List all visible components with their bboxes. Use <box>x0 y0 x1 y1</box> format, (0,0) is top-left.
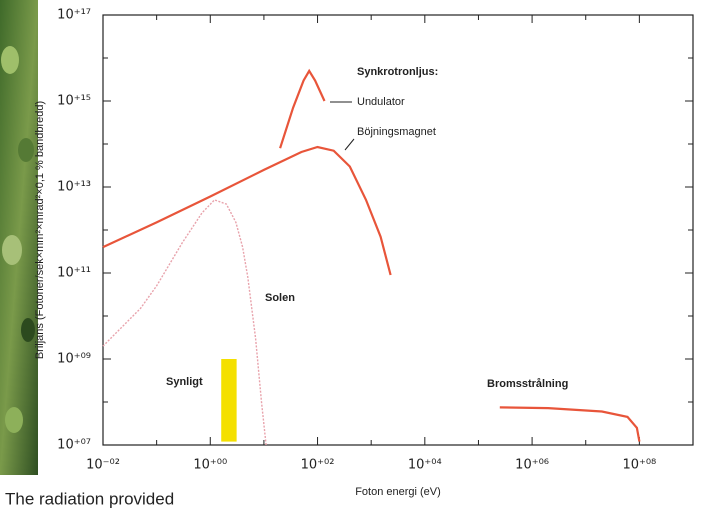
curve <box>102 145 392 276</box>
x-tick-label: 10⁺⁰⁴ <box>408 458 442 473</box>
y-tick-label: 10⁺¹⁷ <box>57 8 91 23</box>
series-label: Solen <box>265 292 295 304</box>
curve <box>102 199 267 446</box>
caption: The radiation provided <box>5 489 174 508</box>
x-axis-label: Foton energi (eV) <box>355 486 441 498</box>
y-tick-label: 10⁺⁰⁹ <box>57 352 91 367</box>
leader-line <box>344 138 355 151</box>
y-tick-label: 10⁺¹¹ <box>57 266 91 281</box>
group-label: Synkrotronljus: <box>357 66 438 78</box>
band-label: Synligt <box>166 376 203 388</box>
x-tick-label: 10⁺⁰⁸ <box>622 458 656 473</box>
x-tick-label: 10⁺⁰² <box>301 458 335 473</box>
series-label: Böjningsmagnet <box>357 126 436 138</box>
visible-band <box>221 359 237 442</box>
series-label: Undulator <box>357 96 405 108</box>
foliage <box>0 0 38 475</box>
y-tick-label: 10⁺¹⁵ <box>57 94 91 109</box>
x-tick-label: 10⁺⁰⁰ <box>193 458 227 473</box>
series-label: Bromsstrålning <box>487 378 568 390</box>
y-tick-label: 10⁺¹³ <box>57 180 91 195</box>
curve <box>499 406 641 442</box>
x-tick-label: 10⁺⁰⁶ <box>515 458 549 473</box>
y-axis-label: Briljans (Fotoner/sek×mm²×mrad²×0,1 % ba… <box>34 101 46 359</box>
x-tick-label: 10⁻⁰² <box>86 458 120 473</box>
curve <box>279 68 326 149</box>
y-tick-label: 10⁺⁰⁷ <box>57 438 91 453</box>
